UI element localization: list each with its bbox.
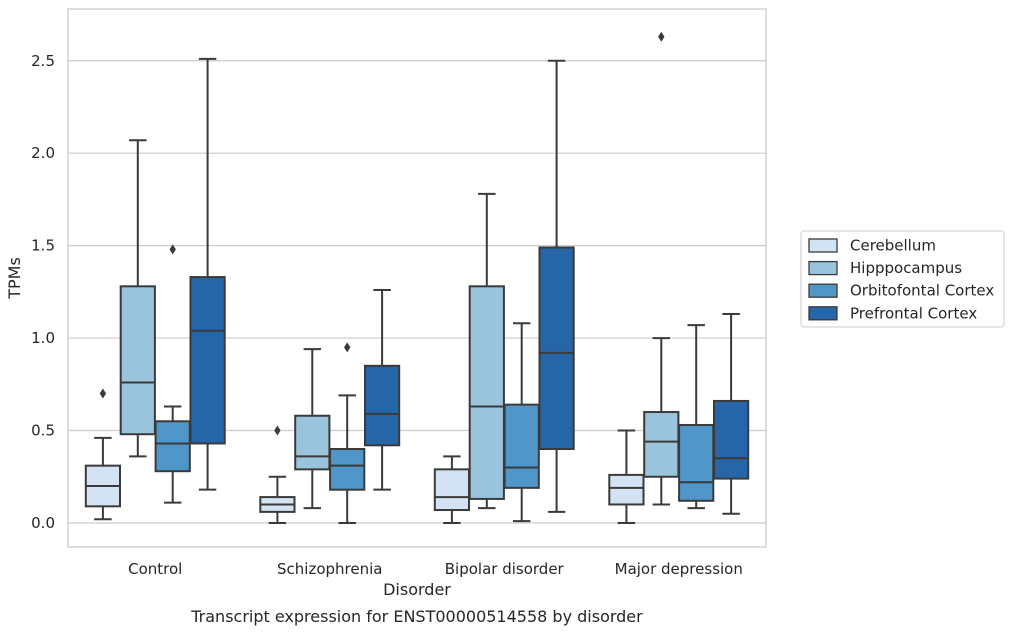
chart-caption: Transcript expression for ENST0000051455… — [190, 607, 643, 626]
box-prefrontal-cortex — [712, 313, 750, 515]
box-iqr — [189, 276, 226, 445]
box-prefrontal-cortex — [189, 57, 226, 491]
box-iqr — [433, 468, 471, 512]
y-axis-label: TPMs — [5, 257, 24, 300]
box-iqr — [643, 411, 680, 478]
y-axis-ticks: 0.0 0.5 1.0 1.5 2.0 2.5 — [31, 52, 55, 532]
box-orbitofontal-cortex — [503, 322, 540, 523]
box-orbitofontal-cortex — [329, 342, 366, 524]
box-cerebellum — [433, 455, 471, 524]
legend-label: Orbitofontal Cortex — [850, 282, 994, 300]
y-tick-label: 2.0 — [31, 144, 55, 162]
legend-label: Cerebellum — [850, 237, 936, 255]
box-iqr — [154, 420, 191, 473]
boxes — [84, 31, 750, 524]
box-cerebellum — [84, 388, 122, 521]
x-axis-ticks: Control Schizophrenia Bipolar disorder Majo… — [128, 560, 743, 578]
x-tick-label: Major depression — [615, 560, 743, 578]
box-iqr — [468, 285, 505, 500]
box-hipppocampus — [119, 139, 156, 458]
outlier-point — [344, 342, 351, 353]
box-cerebellum — [259, 425, 296, 524]
legend-label: Hipppocampus — [850, 259, 962, 277]
x-tick-label: Control — [128, 560, 182, 578]
outlier-point — [99, 388, 107, 399]
box-cerebellum — [608, 429, 645, 524]
box-iqr — [294, 414, 331, 471]
box-prefrontal-cortex — [538, 59, 575, 513]
legend-frame — [800, 230, 1005, 328]
box-hipppocampus — [468, 192, 505, 510]
y-tick-label: 2.5 — [31, 52, 55, 70]
box-iqr — [503, 403, 540, 489]
x-tick-label: Bipolar disorder — [445, 560, 565, 578]
y-tick-label: 0.0 — [31, 514, 55, 532]
y-tick-label: 1.5 — [31, 237, 55, 255]
box-iqr — [363, 364, 401, 447]
box-iqr — [538, 246, 575, 451]
box-orbitofontal-cortex — [678, 324, 715, 510]
box-hipppocampus — [294, 348, 331, 510]
box-iqr — [678, 423, 715, 502]
legend-swatch — [808, 283, 838, 298]
y-tick-label: 1.0 — [31, 329, 55, 347]
legend-label: Prefrontal Cortex — [850, 304, 977, 322]
legend-swatch — [808, 238, 838, 253]
x-axis-label: Disorder — [383, 580, 451, 599]
outlier-point — [274, 425, 281, 436]
legend-swatch — [808, 260, 838, 276]
box-iqr — [608, 473, 645, 506]
box-prefrontal-cortex — [363, 289, 401, 491]
y-tick-label: 0.5 — [31, 422, 55, 440]
box-iqr — [712, 399, 750, 480]
plot-frame — [67, 8, 767, 548]
box-hipppocampus — [643, 31, 680, 506]
outlier-point — [169, 244, 176, 255]
box-iqr — [329, 448, 366, 491]
x-tick-label: Schizophrenia — [277, 560, 382, 578]
box-iqr — [119, 285, 156, 436]
legend: Cerebellum Hipppocampus Orbitofontal Corte… — [800, 230, 1005, 328]
legend-swatch — [808, 306, 838, 321]
outlier-point — [658, 31, 665, 42]
box-orbitofontal-cortex — [154, 244, 191, 504]
